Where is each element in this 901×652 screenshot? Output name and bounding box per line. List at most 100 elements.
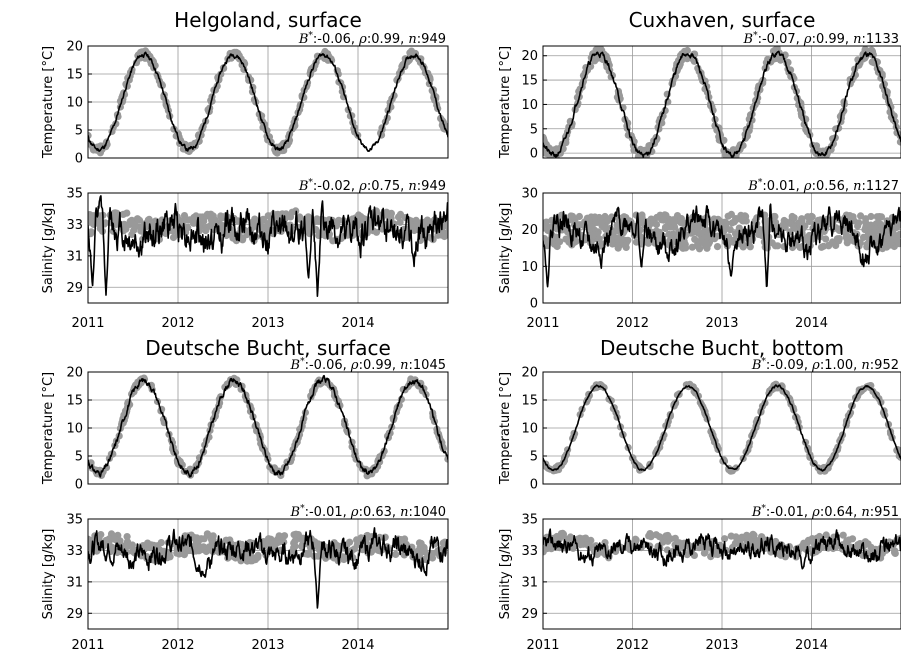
observation-point — [340, 555, 348, 564]
y-tick-label: 10 — [521, 98, 538, 113]
observation-point — [677, 215, 686, 223]
stats-label: B*:-0.09, ρ:1.00, n:952 — [751, 357, 899, 373]
observation-point — [839, 531, 847, 539]
observation-point — [896, 230, 901, 238]
observation-point — [722, 151, 730, 158]
observation-point — [665, 230, 673, 239]
observation-point — [280, 532, 289, 540]
observation-point — [318, 230, 326, 238]
observation-point — [415, 539, 424, 547]
observation-point — [822, 235, 830, 243]
observation-point — [798, 217, 806, 225]
y-tick-label: 33 — [66, 218, 83, 233]
observation-point — [651, 237, 659, 245]
y-tick-label: 20 — [521, 223, 538, 238]
observation-point — [444, 228, 448, 236]
observation-point — [392, 550, 400, 559]
observation-point — [199, 543, 208, 551]
observation-point — [592, 218, 600, 226]
x-tick-label: 2012 — [161, 316, 194, 331]
observation-point — [790, 214, 798, 222]
x-tick-label: 2011 — [526, 638, 559, 652]
observation-point — [749, 530, 757, 538]
panel-temp: 0 5 10 15 20 Temperature [°C] B*:-0.09, ρ:1.00… — [498, 357, 901, 493]
observation-point — [719, 218, 727, 226]
observation-point — [576, 534, 584, 542]
observation-point — [150, 541, 158, 549]
y-tick-label: 33 — [66, 544, 83, 559]
observation-point — [670, 216, 678, 225]
observation-point — [631, 535, 640, 543]
observation-point — [713, 243, 722, 251]
plot-frame — [87, 518, 449, 630]
observation-point — [251, 215, 259, 223]
chart-1: Helgoland, surface 0 5 10 15 20 Temperature [°… — [41, 8, 449, 331]
observation-point — [587, 536, 595, 545]
y-tick-label: 33 — [521, 544, 538, 559]
model-line — [88, 195, 448, 297]
observation-point — [712, 550, 720, 558]
observation-point — [590, 231, 598, 239]
y-tick-label: 5 — [530, 450, 538, 465]
observation-point — [553, 242, 561, 251]
observation-point — [304, 550, 312, 558]
x-tick-label: 2013 — [251, 638, 284, 652]
observation-point — [543, 134, 547, 142]
observation-point — [743, 531, 751, 539]
observation-point — [871, 228, 879, 237]
y-tick-label: 20 — [521, 366, 538, 381]
observation-point — [693, 225, 702, 233]
y-tick-label: 0 — [530, 478, 538, 493]
stats-label: B*:-0.06, ρ:0.99, n:949 — [298, 31, 446, 47]
y-tick-label: 30 — [521, 187, 538, 202]
observation-point — [781, 223, 789, 231]
observation-point — [605, 215, 613, 224]
plot-frame — [87, 192, 449, 304]
observation-point — [254, 553, 262, 562]
y-tick-label: 0 — [530, 147, 538, 162]
y-axis-label: Temperature [°C] — [498, 372, 513, 485]
y-tick-label: 0 — [530, 297, 538, 312]
observation-point — [90, 220, 98, 228]
stats-label: B*:-0.01, ρ:0.64, n:951 — [751, 504, 899, 520]
x-tick-label: 2012 — [616, 316, 649, 331]
stats-label: B*:-0.02, ρ:0.75, n:949 — [298, 178, 446, 194]
observation-point — [842, 233, 850, 241]
x-tick-label: 2014 — [795, 316, 828, 331]
observation-point — [179, 217, 187, 225]
y-axis-label: Salinity [g/kg] — [498, 529, 513, 620]
observation-point — [408, 49, 416, 57]
observation-point — [133, 215, 142, 223]
observation-point — [598, 222, 606, 230]
panel-sal: 29 31 33 35 Salinity [g/kg] B*:-0.01, ρ:0.64,… — [498, 504, 901, 630]
observation-point — [359, 546, 367, 554]
observation-point — [702, 240, 710, 248]
y-tick-label: 20 — [66, 366, 83, 381]
observation-point — [144, 216, 152, 224]
observation-point — [414, 547, 422, 555]
model-line — [543, 203, 901, 288]
observation-point — [292, 530, 300, 538]
observation-point — [427, 234, 435, 242]
observation-point — [819, 242, 828, 250]
panel-temp: 0 5 10 15 20 Temperature [°C] B*:-0.07, ρ:0.99… — [498, 31, 901, 162]
y-tick-label: 5 — [75, 450, 83, 465]
observation-point — [169, 233, 178, 242]
observation-point — [290, 539, 298, 547]
observation-point — [873, 213, 881, 221]
observation-point — [346, 538, 354, 546]
y-tick-label: 5 — [530, 122, 538, 137]
observation-point — [822, 531, 830, 539]
chart-title: Deutsche Bucht, surface — [145, 336, 391, 360]
observation-point — [583, 214, 592, 222]
observation-point — [206, 212, 214, 220]
y-tick-label: 35 — [66, 513, 83, 528]
observation-point — [772, 537, 780, 546]
observation-point — [653, 213, 661, 222]
observation-point — [895, 239, 901, 247]
plot-frame — [542, 371, 901, 485]
y-tick-label: 29 — [521, 607, 538, 622]
x-tick-label: 2013 — [251, 316, 284, 331]
observation-point — [105, 539, 113, 548]
model-line — [88, 527, 448, 609]
